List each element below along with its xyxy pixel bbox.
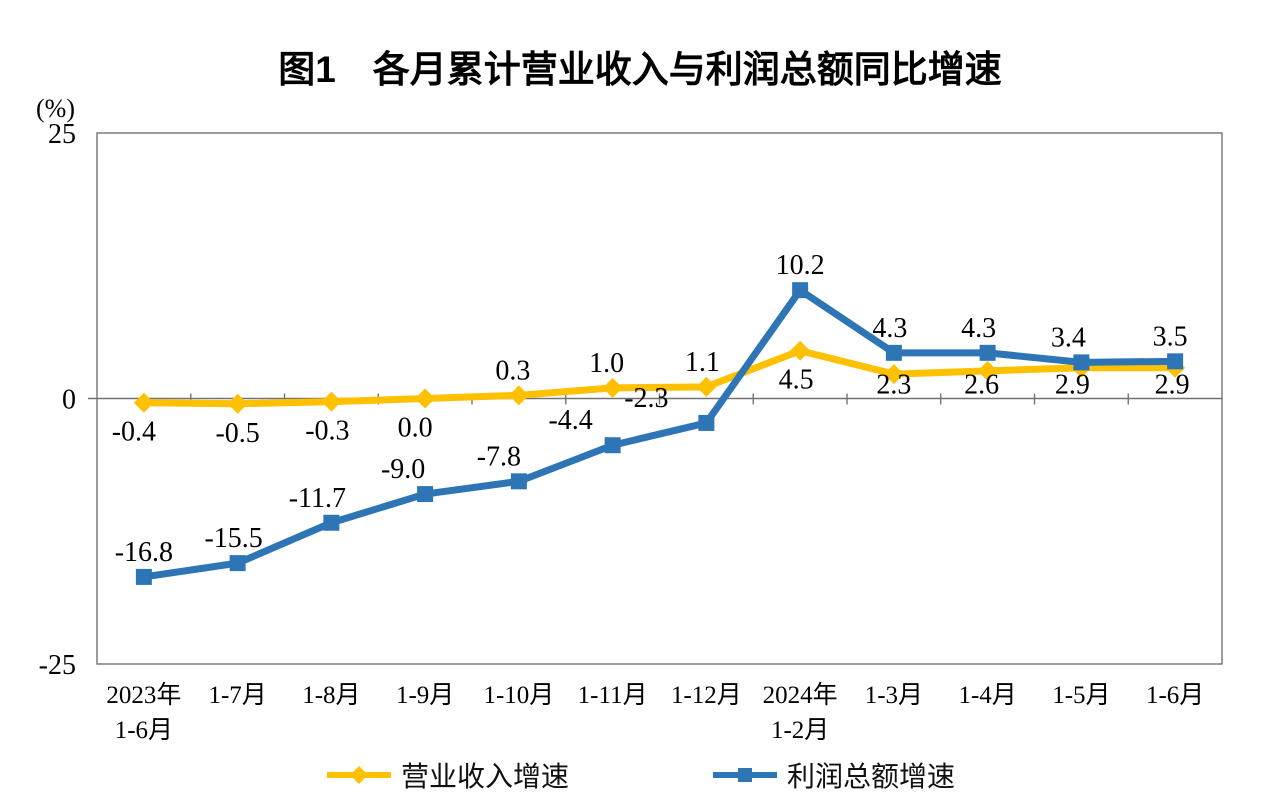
x-category-label: 1-6月 <box>1146 682 1204 709</box>
x-category-label: 1-7月 <box>208 682 266 709</box>
chart-legend: 营业收入增速 利润总额增速 <box>0 755 1280 795</box>
profit-marker-square-icon <box>604 437 621 454</box>
revenue-data-label: 2.9 <box>1055 370 1090 401</box>
profit-data-label: -4.4 <box>548 405 592 436</box>
profit-line <box>140 286 1179 581</box>
profit-data-label: -2.3 <box>624 383 668 414</box>
revenue-marker-diamond-icon <box>977 360 998 381</box>
revenue-marker-diamond-icon <box>321 391 342 412</box>
line-chart-canvas: 25 0 -25 2023年 1-6月 1-7月 1-8月 1-9月 1-10月 1-11月 1-1… <box>39 119 1223 744</box>
profit-data-label: -11.7 <box>289 483 346 514</box>
profit-data-label: 10.2 <box>776 250 825 281</box>
profit-data-label: -16.8 <box>115 537 173 568</box>
x-category-label: 1-5月 <box>1052 682 1110 709</box>
revenue-data-label: 1.1 <box>685 347 720 378</box>
profit-marker-square-icon <box>885 344 902 361</box>
revenue-legend-diamond-icon <box>349 766 368 784</box>
x-category-label: 2024年 <box>763 681 838 709</box>
x-category-label: 1-9月 <box>396 682 454 709</box>
y-axis-unit-label: (%) <box>36 94 75 123</box>
profit-data-label: 3.5 <box>1153 321 1188 352</box>
revenue-marker-diamond-icon <box>696 376 717 397</box>
profit-legend-square-icon <box>738 768 752 782</box>
profit-marker-square-icon <box>979 344 996 361</box>
revenue-marker-diamond-icon <box>508 385 529 406</box>
x-category-label: 1-3月 <box>865 682 923 709</box>
revenue-marker-diamond-icon <box>790 340 811 361</box>
profit-marker-square-icon <box>323 514 340 531</box>
x-category-label: 1-2月 <box>771 717 829 744</box>
profit-marker-square-icon <box>229 555 246 572</box>
revenue-data-label: 4.5 <box>779 365 814 396</box>
profit-marker-square-icon <box>1167 353 1184 370</box>
revenue-data-label: 2.3 <box>876 370 911 401</box>
profit-data-label: 4.3 <box>872 313 907 344</box>
legend-item-revenue: 营业收入增速 <box>325 755 569 795</box>
revenue-data-label: -0.5 <box>215 418 259 449</box>
legend-label-revenue: 营业收入增速 <box>400 762 569 793</box>
y-tick-label: -25 <box>39 650 76 681</box>
profit-marker-square-icon <box>792 282 809 299</box>
profit-data-label: -15.5 <box>204 523 262 554</box>
x-category-label: 1-12月 <box>671 682 742 709</box>
profit-data-label: 3.4 <box>1051 322 1086 353</box>
legend-item-profit: 利润总额增速 <box>711 755 955 795</box>
revenue-data-label: 0.3 <box>495 355 530 386</box>
x-category-label: 1-6月 <box>115 717 173 744</box>
revenue-marker-diamond-icon <box>415 388 436 409</box>
y-tick-label: 25 <box>48 119 76 150</box>
y-tick-label: 0 <box>62 385 76 416</box>
profit-series-swatch <box>713 768 777 782</box>
x-category-label: 2023年 <box>106 681 181 709</box>
legend-label-profit: 利润总额增速 <box>787 762 956 793</box>
revenue-marker-diamond-icon <box>602 377 623 398</box>
profit-marker-square-icon <box>698 414 715 431</box>
revenue-marker-diamond-icon <box>133 392 154 413</box>
profit-marker-square-icon <box>1073 354 1090 371</box>
x-category-label: 1-4月 <box>958 682 1016 709</box>
profit-marker-square-icon <box>417 486 434 503</box>
profit-marker-square-icon <box>510 473 527 490</box>
x-category-label: 1-8月 <box>302 682 360 709</box>
revenue-data-label: -0.4 <box>112 417 156 448</box>
revenue-marker-diamond-icon <box>227 393 248 414</box>
revenue-series-swatch <box>326 766 391 784</box>
profit-data-label: 4.3 <box>961 313 996 344</box>
revenue-data-label: 2.9 <box>1155 370 1190 401</box>
x-category-label: 1-11月 <box>578 682 648 709</box>
chart-title: 图1 各月累计营业收入与利润总额同比增速 <box>278 49 1002 90</box>
x-category-label: 1-10月 <box>483 682 554 709</box>
profit-marker-square-icon <box>135 568 152 585</box>
profit-data-label: -7.8 <box>477 441 521 472</box>
revenue-marker-diamond-icon <box>883 364 904 385</box>
profit-data-label: -9.0 <box>381 454 425 485</box>
revenue-data-label: 1.0 <box>589 348 624 379</box>
revenue-data-label: -0.3 <box>305 416 349 447</box>
revenue-data-label: 0.0 <box>398 413 433 444</box>
revenue-data-label: 2.6 <box>964 370 999 401</box>
revenue-line <box>140 347 1179 408</box>
